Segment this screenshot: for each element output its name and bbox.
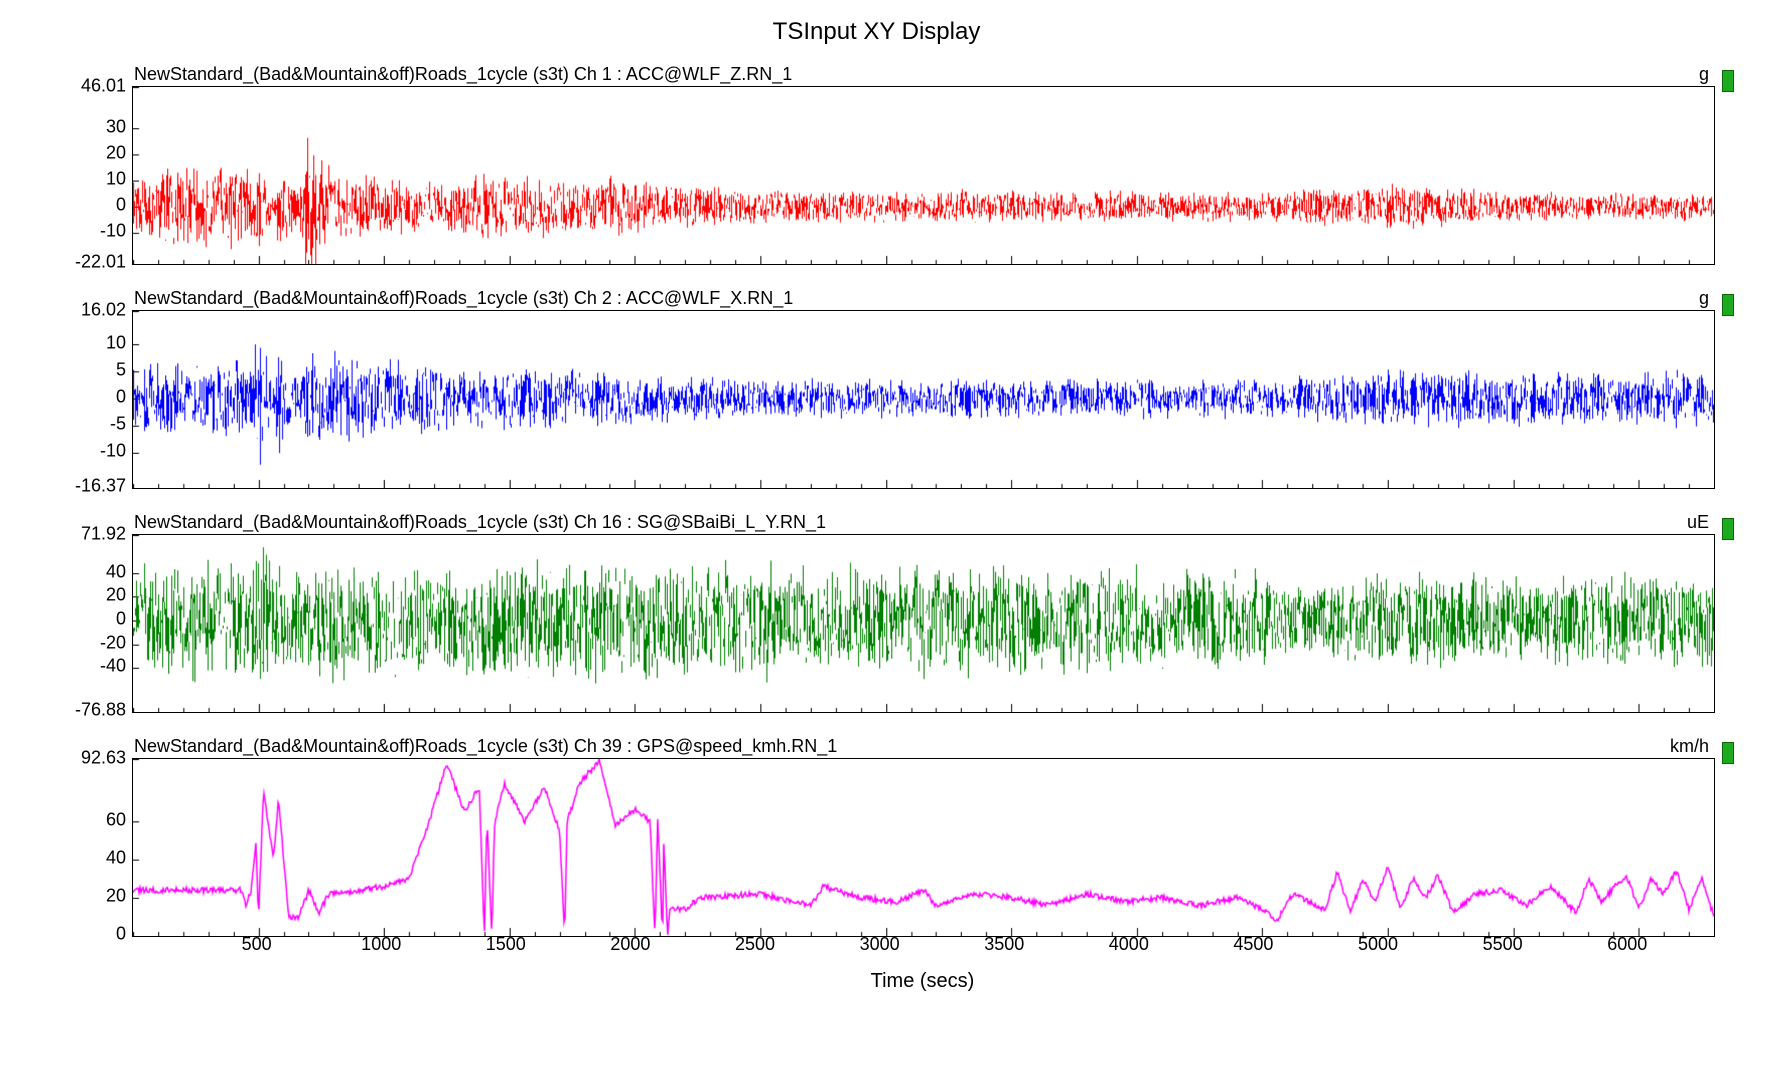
xtick-label: 1000	[361, 934, 401, 955]
ytick-label: 46.01	[81, 76, 126, 97]
plot-header-right: g	[1699, 288, 1709, 309]
xtick-label: 1500	[486, 934, 526, 955]
ytick-label: 20	[106, 885, 126, 906]
xaxis-ticks: 500 1000 1500 2000 2500 3000 3500 4000 4500 5000 5…	[132, 934, 1702, 960]
marker-column	[1713, 288, 1743, 486]
ytick-label: -10	[100, 441, 126, 462]
plot-header-left: NewStandard_(Bad&Mountain&off)Roads_1cyc…	[134, 64, 792, 85]
xtick-label: 5500	[1483, 934, 1523, 955]
plot-row-ch2: -16.37-10-5051016.02NewStandard_(Bad&Mou…	[60, 288, 1743, 486]
xtick-label: 3500	[984, 934, 1024, 955]
ytick-label: 40	[106, 847, 126, 868]
ytick-label: -22.01	[75, 252, 126, 273]
xtick-label: 6000	[1607, 934, 1647, 955]
xaxis: 500 1000 1500 2000 2500 3000 3500 4000 4500 5000 5…	[132, 934, 1713, 993]
channel-marker-icon[interactable]	[1722, 294, 1734, 316]
marker-column	[1713, 736, 1743, 934]
ytick-label: -5	[110, 414, 126, 435]
plot-header: NewStandard_(Bad&Mountain&off)Roads_1cyc…	[132, 512, 1713, 534]
plot-header-left: NewStandard_(Bad&Mountain&off)Roads_1cyc…	[134, 736, 837, 757]
plot-canvas-ch16[interactable]	[132, 534, 1715, 713]
plot-body-ch2: NewStandard_(Bad&Mountain&off)Roads_1cyc…	[132, 288, 1713, 486]
ytick-label: 20	[106, 585, 126, 606]
ytick-label: 0	[116, 924, 126, 945]
ytick-label: 0	[116, 195, 126, 216]
plots-container: -22.01 -10 0 10 20 30 46.01 NewStandard_(Bad&Mo…	[60, 64, 1743, 934]
plot-canvas-ch2[interactable]	[132, 310, 1715, 489]
plot-row-ch1: -22.01-10010203046.01NewStandard_(Bad&Mo…	[60, 64, 1743, 262]
marker-column	[1713, 512, 1743, 710]
plot-header-right: uE	[1687, 512, 1709, 533]
yaxis-ch1: -22.01-10010203046.01	[60, 64, 132, 262]
ytick-label: 10	[106, 332, 126, 353]
ytick-label: 30	[106, 117, 126, 138]
ytick-label: -16.37	[75, 476, 126, 497]
page-title: TSInput XY Display	[10, 18, 1743, 46]
plot-body-ch39: NewStandard_(Bad&Mountain&off)Roads_1cyc…	[132, 736, 1713, 934]
page-root: TSInput XY Display -22.01 -10 0 10 20 30 46.01…	[0, 0, 1783, 1084]
xaxis-label: Time (secs)	[132, 970, 1713, 993]
xtick-label: 500	[242, 934, 272, 955]
plot-body-ch16: NewStandard_(Bad&Mountain&off)Roads_1cyc…	[132, 512, 1713, 710]
ytick-label: 40	[106, 561, 126, 582]
ytick-label: 20	[106, 143, 126, 164]
ytick-label: 60	[106, 809, 126, 830]
xtick-label: 3000	[860, 934, 900, 955]
ytick-label: 5	[116, 359, 126, 380]
marker-column	[1713, 64, 1743, 262]
plot-header-left: NewStandard_(Bad&Mountain&off)Roads_1cyc…	[134, 512, 826, 533]
channel-marker-icon[interactable]	[1722, 70, 1734, 92]
plot-header-right: km/h	[1670, 736, 1709, 757]
ytick-label: 10	[106, 169, 126, 190]
ytick-label: -10	[100, 220, 126, 241]
plot-header: NewStandard_(Bad&Mountain&off)Roads_1cyc…	[132, 288, 1713, 310]
yaxis-ch39: 020406092.63	[60, 736, 132, 934]
ytick-label: 71.92	[81, 524, 126, 545]
plot-body-ch1: NewStandard_(Bad&Mountain&off)Roads_1cyc…	[132, 64, 1713, 262]
ytick-label: -20	[100, 632, 126, 653]
plot-header: NewStandard_(Bad&Mountain&off)Roads_1cyc…	[132, 64, 1713, 86]
ytick-label: 16.02	[81, 300, 126, 321]
plot-canvas-ch39[interactable]	[132, 758, 1715, 937]
plot-header: NewStandard_(Bad&Mountain&off)Roads_1cyc…	[132, 736, 1713, 758]
ytick-label: -76.88	[75, 700, 126, 721]
xtick-label: 5000	[1358, 934, 1398, 955]
ytick-label: 0	[116, 387, 126, 408]
xtick-label: 4500	[1233, 934, 1273, 955]
plot-row-ch39: 020406092.63NewStandard_(Bad&Mountain&of…	[60, 736, 1743, 934]
xtick-label: 2500	[735, 934, 775, 955]
plot-canvas-ch1[interactable]	[132, 86, 1715, 265]
yaxis-ch16: -76.88-40-200204071.92	[60, 512, 132, 710]
plot-header-right: g	[1699, 64, 1709, 85]
yaxis-ch2: -16.37-10-5051016.02	[60, 288, 132, 486]
plot-row-ch16: -76.88-40-200204071.92NewStandard_(Bad&M…	[60, 512, 1743, 710]
ytick-label: 0	[116, 609, 126, 630]
channel-marker-icon[interactable]	[1722, 518, 1734, 540]
xtick-label: 4000	[1109, 934, 1149, 955]
channel-marker-icon[interactable]	[1722, 742, 1734, 764]
plot-header-left: NewStandard_(Bad&Mountain&off)Roads_1cyc…	[134, 288, 793, 309]
ytick-label: 92.63	[81, 748, 126, 769]
xtick-label: 2000	[610, 934, 650, 955]
ytick-label: -40	[100, 656, 126, 677]
